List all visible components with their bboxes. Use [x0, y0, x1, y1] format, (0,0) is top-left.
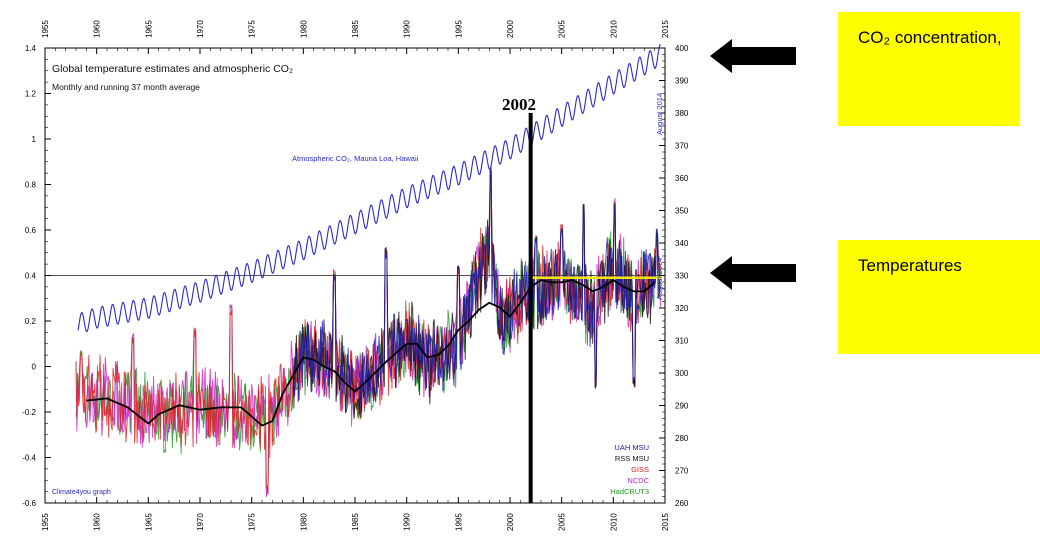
- x-tick-label-top: 2015: [661, 20, 670, 38]
- co2-annotation-box: CO₂ concentration,: [838, 12, 1020, 126]
- x-tick-label-bottom: 2015: [661, 513, 670, 531]
- temp-end-label: August 2014: [655, 258, 664, 300]
- x-tick-label-bottom: 1985: [351, 513, 360, 531]
- y-left-tick-label: 0.6: [25, 226, 37, 235]
- y-right-tick-label: 280: [675, 434, 689, 443]
- x-tick-label-bottom: 2010: [609, 513, 618, 531]
- y-right-tick-label: 260: [675, 499, 689, 508]
- chart-subtitle: Monthly and running 37 month average: [52, 82, 200, 92]
- x-tick-label-bottom: 1965: [144, 513, 153, 531]
- x-tick-label-top: 1975: [248, 20, 257, 38]
- y-right-tick-label: 340: [675, 239, 689, 248]
- y-right-tick-label: 400: [675, 44, 689, 53]
- y-left-tick-label: 1.2: [25, 90, 37, 99]
- y-right-tick-label: 330: [675, 272, 689, 281]
- y-right-tick-label: 360: [675, 174, 689, 183]
- x-tick-label-bottom: 2000: [506, 513, 515, 531]
- y-right-tick-label: 380: [675, 109, 689, 118]
- x-tick-label-bottom: 2005: [558, 513, 567, 531]
- x-tick-label-bottom: 1970: [196, 513, 205, 531]
- y-left-tick-label: -0.2: [22, 408, 36, 417]
- x-tick-label-bottom: 1980: [299, 513, 308, 531]
- y-left-tick-label: -0.4: [22, 454, 36, 463]
- y-left-tick-label: -0.6: [22, 499, 36, 508]
- y-right-tick-label: 310: [675, 337, 689, 346]
- series-co2: [77, 43, 661, 333]
- y-left-tick-label: 0.8: [25, 181, 37, 190]
- temperature-annotation-box: Temperatures: [838, 240, 1040, 354]
- y-right-tick-label: 300: [675, 369, 689, 378]
- x-tick-label-top: 1955: [41, 20, 50, 38]
- arrow-left-icon: [710, 256, 796, 290]
- co2-annotation-text: CO₂ concentration,: [858, 28, 1002, 47]
- y-left-tick-label: 1.4: [25, 44, 37, 53]
- x-tick-label-top: 2010: [609, 20, 618, 38]
- y-right-tick-label: 290: [675, 402, 689, 411]
- x-tick-label-bottom: 1995: [454, 513, 463, 531]
- y-right-tick-label: 390: [675, 77, 689, 86]
- legend-giss: GISS: [631, 465, 649, 474]
- legend-hadcrut: HadCRUT3: [610, 487, 649, 496]
- co2-end-label: August 2014: [655, 93, 664, 135]
- y-left-tick-label: 1: [32, 135, 37, 144]
- y-right-tick-label: 370: [675, 142, 689, 151]
- y-right-tick-label: 320: [675, 304, 689, 313]
- x-tick-label-top: 1980: [299, 20, 308, 38]
- x-tick-label-top: 1965: [144, 20, 153, 38]
- temperature-annotation-text: Temperatures: [858, 256, 962, 275]
- x-tick-label-top: 1970: [196, 20, 205, 38]
- x-tick-label-bottom: 1960: [93, 513, 102, 531]
- chart-title: Global temperature estimates and atmosph…: [52, 63, 293, 75]
- credit-label: Climate4you graph: [52, 489, 111, 496]
- y-right-tick-label: 270: [675, 467, 689, 476]
- legend-rss: RSS MSU: [615, 454, 649, 463]
- x-tick-label-top: 1990: [403, 20, 412, 38]
- y-left-tick-label: 0.4: [25, 272, 37, 281]
- series-uah: [292, 168, 662, 413]
- x-tick-label-top: 1995: [454, 20, 463, 38]
- x-tick-label-bottom: 1955: [41, 513, 50, 531]
- y-right-tick-label: 350: [675, 207, 689, 216]
- y-left-tick-label: 0.2: [25, 317, 37, 326]
- legend-ncdc: NCDC: [627, 476, 649, 485]
- x-tick-label-top: 2000: [506, 20, 515, 38]
- arrow-left-icon: [710, 39, 796, 73]
- series-running-mean: [86, 279, 656, 427]
- x-tick-label-bottom: 1975: [248, 513, 257, 531]
- marker-2002-label: 2002: [502, 95, 536, 114]
- x-tick-label-top: 2005: [558, 20, 567, 38]
- x-tick-label-top: 1985: [351, 20, 360, 38]
- legend-uah: UAH MSU: [614, 443, 649, 452]
- x-tick-label-bottom: 1990: [403, 513, 412, 531]
- y-left-tick-label: 0: [32, 363, 37, 372]
- co2-series-label: Atmospheric CO₂, Mauna Loa, Hawaii: [292, 154, 419, 163]
- x-tick-label-top: 1960: [93, 20, 102, 38]
